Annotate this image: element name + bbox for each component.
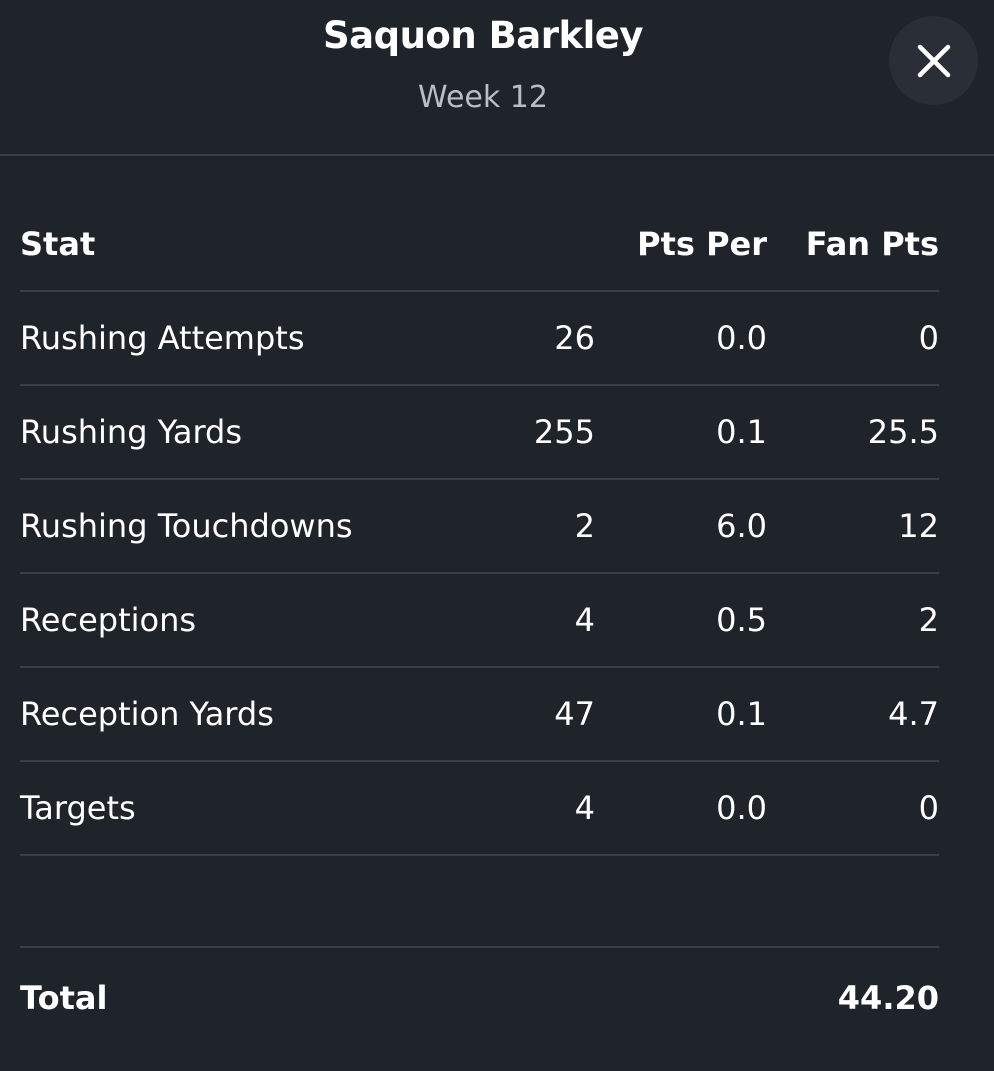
player-name-title: Saquon Barkley — [322, 14, 644, 57]
modal-header: Saquon Barkley Week 12 — [0, 0, 994, 156]
stat-pts-per: 6.0 — [716, 507, 767, 545]
stat-value: 26 — [554, 319, 595, 357]
stat-name: Rushing Touchdowns — [20, 507, 353, 545]
stat-name: Rushing Yards — [20, 413, 243, 451]
stat-fan-pts: 0 — [918, 789, 939, 827]
stat-fan-pts: 12 — [898, 507, 939, 545]
table-row: Rushing Yards 255 0.1 25.5 — [20, 386, 939, 480]
table-row: Reception Yards 47 0.1 4.7 — [20, 668, 939, 762]
close-button[interactable] — [889, 16, 978, 105]
table-row: Receptions 4 0.5 2 — [20, 574, 939, 668]
stat-name: Reception Yards — [20, 695, 274, 733]
close-icon — [917, 44, 950, 77]
table-row: Rushing Attempts 26 0.0 0 — [20, 292, 939, 386]
stats-table: Stat Pts Per Fan Pts Rushing Attempts 26… — [20, 198, 939, 856]
table-row: Rushing Touchdowns 2 6.0 12 — [20, 480, 939, 574]
stat-value: 4 — [574, 601, 595, 639]
header-pts-per: Pts Per — [637, 225, 767, 263]
stat-fan-pts: 2 — [918, 601, 939, 639]
week-subtitle: Week 12 — [418, 80, 548, 115]
header-stat: Stat — [20, 225, 96, 263]
table-row: Targets 4 0.0 0 — [20, 762, 939, 856]
stat-pts-per: 0.1 — [716, 695, 767, 733]
stat-value: 47 — [554, 695, 595, 733]
stat-name: Receptions — [20, 601, 197, 639]
stat-pts-per: 0.0 — [716, 319, 767, 357]
stat-fan-pts: 4.7 — [888, 695, 939, 733]
total-value: 44.20 — [837, 979, 939, 1017]
stat-pts-per: 0.5 — [716, 601, 767, 639]
stat-value: 255 — [533, 413, 595, 451]
stat-value: 2 — [574, 507, 595, 545]
stat-pts-per: 0.0 — [716, 789, 767, 827]
stat-pts-per: 0.1 — [716, 413, 767, 451]
header-fan-pts: Fan Pts — [805, 225, 939, 263]
stat-fan-pts: 25.5 — [867, 413, 939, 451]
stat-fan-pts: 0 — [918, 319, 939, 357]
stat-value: 4 — [574, 789, 595, 827]
total-label: Total — [20, 979, 108, 1017]
table-header-row: Stat Pts Per Fan Pts — [20, 198, 939, 292]
total-row: Total 44.20 — [20, 946, 939, 1046]
stat-name: Targets — [20, 789, 136, 827]
stat-name: Rushing Attempts — [20, 319, 305, 357]
